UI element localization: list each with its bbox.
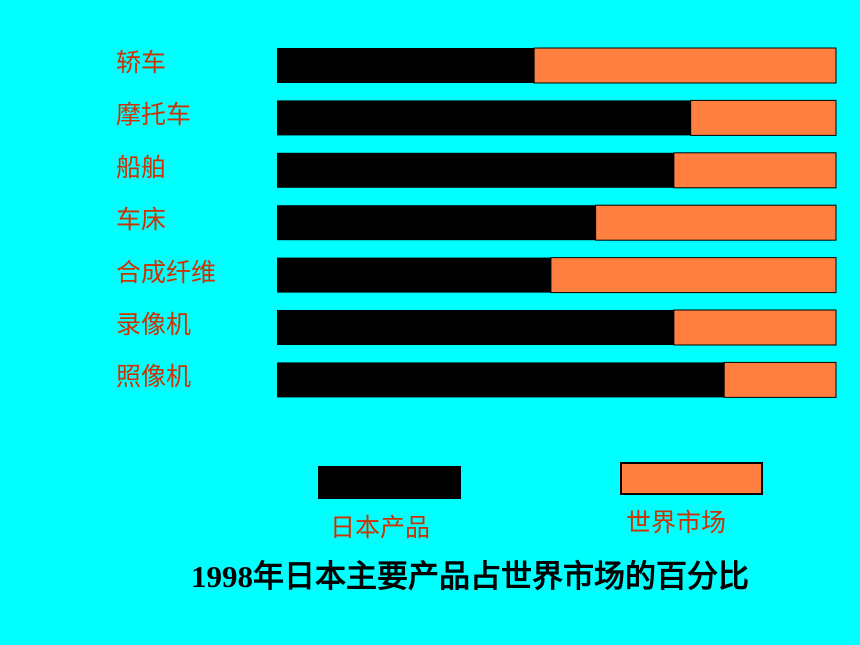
bar-segment bbox=[277, 257, 551, 293]
bar-segment bbox=[277, 205, 596, 241]
legend-label: 世界市场 bbox=[626, 508, 726, 537]
bar-segment bbox=[673, 309, 837, 346]
category-label: 合成纤维 bbox=[116, 257, 217, 287]
bar-segment bbox=[277, 48, 535, 83]
category-label: 车床 bbox=[116, 205, 167, 235]
legend-swatch bbox=[318, 466, 461, 499]
category-label: 轿车 bbox=[116, 48, 167, 77]
bar-segment bbox=[690, 99, 837, 136]
category-label: 录像机 bbox=[116, 310, 192, 339]
bar-segment bbox=[277, 362, 725, 398]
legend-swatch bbox=[620, 462, 763, 495]
bar-segment bbox=[533, 47, 837, 84]
legend-label: 日本产品 bbox=[330, 513, 430, 542]
category-label: 船舶 bbox=[116, 152, 167, 182]
bar-segment bbox=[277, 152, 674, 188]
category-label: 照像机 bbox=[116, 362, 192, 392]
bar-segment bbox=[550, 257, 837, 294]
bar-segment bbox=[673, 152, 837, 189]
category-label: 摩托车 bbox=[116, 100, 192, 130]
bar-segment bbox=[277, 100, 691, 136]
bar-segment bbox=[595, 204, 837, 241]
chart-title: 1998年日本主要产品占世界市场的百分比 bbox=[191, 559, 749, 594]
bar-segment bbox=[277, 310, 674, 345]
bar-segment bbox=[723, 361, 837, 398]
